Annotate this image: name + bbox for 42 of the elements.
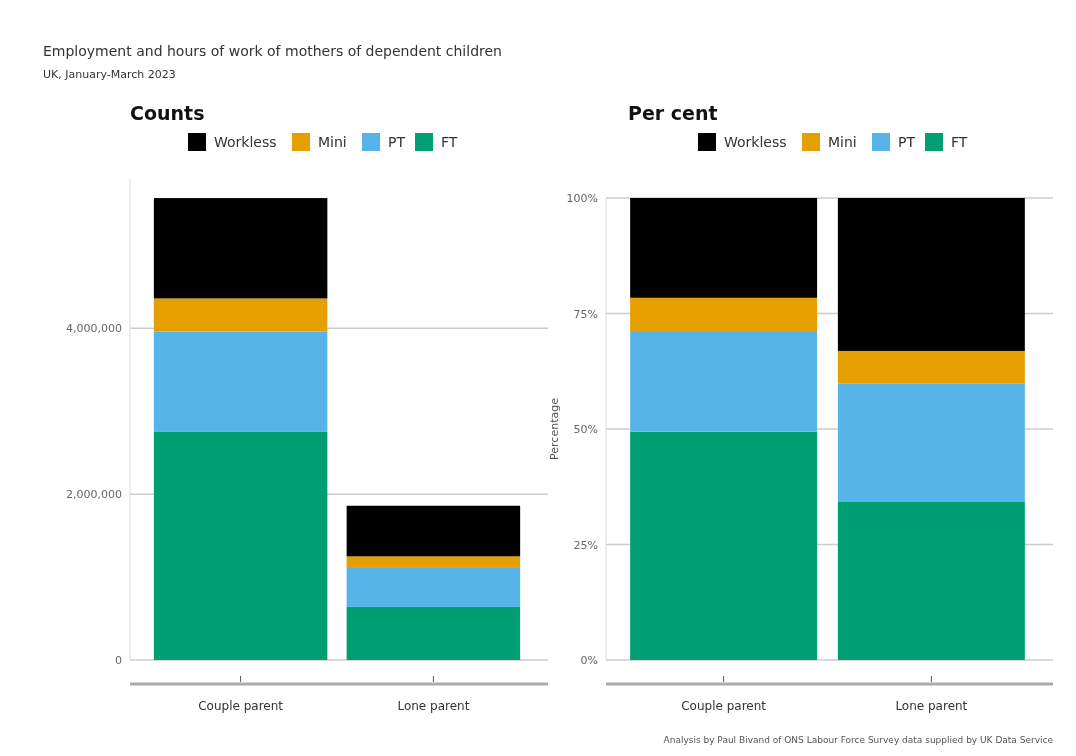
y-tick-label: 0% (580, 654, 598, 667)
legend-label: Mini (828, 134, 857, 150)
y-tick-label: 100% (566, 192, 598, 205)
bar (346, 556, 521, 568)
bar (153, 298, 328, 332)
y-tick-label: 0 (115, 654, 122, 667)
bar (630, 198, 818, 298)
chart-title: Counts (130, 102, 205, 124)
x-tick-label: Lone parent (397, 699, 470, 713)
legend-label: Workless (724, 134, 787, 150)
legend-label: FT (951, 134, 968, 150)
text: Analysis by Paul Bivand of ONS Labour Force Survey data supplied by UK Data Service (663, 735, 1054, 745)
y-tick-label: 50% (573, 423, 598, 436)
chart-title: Per cent (628, 102, 718, 124)
x-tick-label: Couple parent (198, 699, 284, 713)
bar (153, 431, 328, 660)
y-tick-label: 4,000,000 (66, 322, 122, 336)
x-tick-label: Couple parent (681, 699, 767, 713)
x-tick-label: Lone parent (895, 699, 968, 713)
legend-label: PT (388, 134, 406, 150)
bar (837, 502, 1025, 660)
legend-label: Workless (214, 134, 277, 150)
y-tick-label: 2,000,000 (66, 488, 122, 502)
text: UK, January-March 2023 (43, 68, 176, 81)
legend-label: FT (441, 134, 458, 150)
bar (346, 567, 521, 607)
legend-label: PT (898, 134, 916, 150)
bar (346, 505, 521, 557)
text: Employment and hours of work of mothers of dependent children (43, 43, 502, 59)
y-tick-label: 75% (573, 307, 598, 321)
bar (630, 297, 818, 332)
bar (153, 198, 328, 299)
bar (630, 331, 818, 432)
y-tick-label: 25% (573, 538, 598, 552)
bar (630, 431, 818, 660)
bar (837, 198, 1025, 351)
bar (153, 331, 328, 432)
legend-label: Mini (318, 134, 347, 150)
bar (346, 606, 521, 660)
bar (837, 383, 1025, 502)
bar (837, 350, 1025, 384)
y-axis-title: Percentage (548, 397, 561, 460)
